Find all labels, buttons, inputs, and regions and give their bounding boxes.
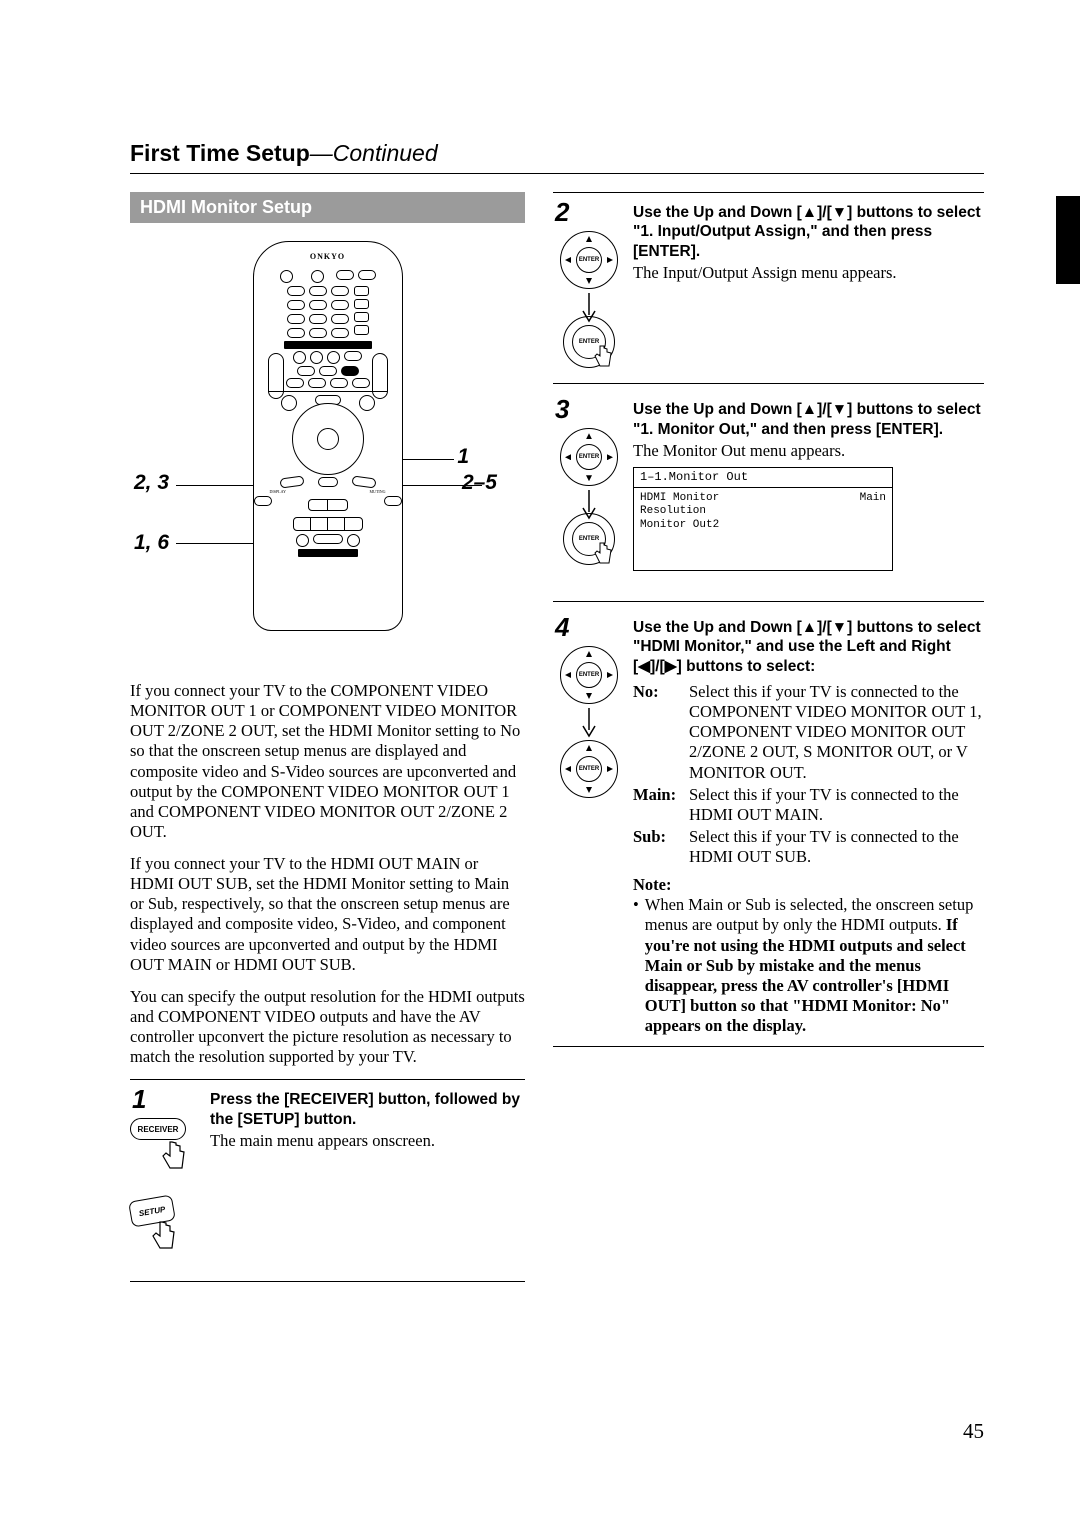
menu-title: 1–1.Monitor Out	[634, 468, 892, 488]
enter-press-icon: ENTER	[572, 522, 606, 556]
step-3-result: The Monitor Out menu appears.	[633, 441, 984, 461]
callout-1-6: 1, 6	[134, 531, 169, 555]
callout-1: 1	[457, 445, 469, 469]
intro-para-2: If you connect your TV to the HDMI OUT M…	[130, 854, 525, 975]
step-1: 1 RECEIVER SETUP Press the [RECEIVER] bu…	[130, 1079, 525, 1282]
side-tab	[1056, 196, 1080, 284]
option-main: Main: Select this if your TV is connecte…	[633, 785, 984, 825]
callout-line	[176, 485, 258, 486]
step-1-instruction: Press the [RECEIVER] button, followed by…	[210, 1090, 525, 1129]
option-desc: Select this if your TV is connected to t…	[689, 827, 984, 867]
step-1-icons: RECEIVER SETUP	[130, 1118, 202, 1254]
enter-icon: ENTER	[576, 247, 602, 273]
menu-row: Resolution	[640, 505, 886, 518]
enter-icon: ENTER	[576, 444, 602, 470]
header-rule	[130, 173, 984, 174]
dpad-icon: ENTER	[560, 231, 618, 289]
page-header: First Time Setup—Continued	[130, 140, 984, 167]
intro-para-1: If you connect your TV to the COMPONENT …	[130, 681, 525, 842]
step-4-number: 4	[555, 612, 569, 643]
menu-row: HDMI Monitor Main	[640, 492, 886, 505]
note-text-pre: When Main or Sub is selected, the onscre…	[645, 895, 974, 934]
step-2: 2 ENTER ENTER Use the Up and Down []/[] …	[553, 192, 984, 384]
callout-2-5: 2–5	[462, 471, 497, 495]
option-label: Main:	[633, 785, 676, 804]
content-columns: HDMI Monitor Setup 2, 3 1, 6 1 2–5 ONKYO	[130, 192, 984, 1288]
enter-icon: ENTER	[576, 756, 602, 782]
menu-row: Monitor Out2	[640, 519, 886, 532]
enter-icon: ENTER	[576, 662, 602, 688]
page: First Time Setup—Continued HDMI Monitor …	[0, 0, 1080, 1328]
menu-row-label: Monitor Out2	[640, 519, 719, 532]
step-4-instruction: Use the Up and Down []/[] buttons to sel…	[633, 618, 984, 676]
step-3: 3 ENTER ENTER Use the Up and Down []/[] …	[553, 390, 984, 602]
step-2-result: The Input/Output Assign menu appears.	[633, 263, 984, 283]
arrow-down-icon	[581, 708, 597, 738]
menu-row-value: Main	[860, 492, 886, 505]
option-list: No: Select this if your TV is connected …	[633, 682, 984, 867]
step-1-number: 1	[132, 1084, 146, 1115]
step-2-number: 2	[555, 197, 569, 228]
page-number: 45	[963, 1419, 984, 1444]
note-body: When Main or Sub is selected, the onscre…	[633, 895, 984, 1036]
hand-icon	[158, 1140, 188, 1174]
receiver-button-icon: RECEIVER	[130, 1118, 186, 1140]
menu-row-label: Resolution	[640, 505, 706, 518]
header-continued: —Continued	[310, 140, 438, 166]
monitor-out-menu: 1–1.Monitor Out HDMI Monitor Main Resolut…	[633, 467, 893, 571]
callout-2-3: 2, 3	[134, 471, 169, 495]
step-3-icons: ENTER ENTER	[553, 428, 625, 556]
step-3-instruction: Use the Up and Down []/[] buttons to sel…	[633, 400, 984, 439]
menu-row-label: HDMI Monitor	[640, 492, 719, 505]
remote-diagram: 2, 3 1, 6 1 2–5 ONKYO	[130, 241, 525, 661]
option-desc: Select this if your TV is connected to t…	[689, 785, 984, 825]
hand-icon	[591, 541, 613, 567]
remote-control-icon: ONKYO	[253, 241, 403, 631]
intro-para-3: You can specify the output resolution fo…	[130, 987, 525, 1068]
option-label: No:	[633, 682, 659, 701]
step-2-instruction: Use the Up and Down []/[] buttons to sel…	[633, 203, 984, 261]
bullet-icon	[633, 895, 639, 1036]
step-3-number: 3	[555, 394, 569, 425]
option-desc: Select this if your TV is connected to t…	[689, 682, 984, 783]
option-label: Sub:	[633, 827, 666, 846]
hand-icon	[148, 1220, 178, 1254]
remote-brand: ONKYO	[254, 252, 402, 261]
step-2-icons: ENTER ENTER	[553, 231, 625, 359]
option-no: No: Select this if your TV is connected …	[633, 682, 984, 783]
step-1-result: The main menu appears onscreen.	[210, 1131, 525, 1151]
right-column: 2 ENTER ENTER Use the Up and Down []/[] …	[553, 192, 984, 1288]
left-column: HDMI Monitor Setup 2, 3 1, 6 1 2–5 ONKYO	[130, 192, 525, 1288]
header-title: First Time Setup	[130, 140, 310, 166]
step-4-icons: ENTER ENTER	[553, 646, 625, 802]
dpad-icon: ENTER	[560, 646, 618, 704]
dpad-icon: ENTER	[560, 740, 618, 798]
section-title: HDMI Monitor Setup	[130, 192, 525, 223]
option-sub: Sub: Select this if your TV is connected…	[633, 827, 984, 867]
step-4: 4 ENTER ENTER Use the Up and Down []/[] …	[553, 608, 984, 1047]
dpad-icon: ENTER	[560, 428, 618, 486]
enter-press-icon: ENTER	[572, 325, 606, 359]
hand-icon	[591, 344, 613, 370]
note-heading: Note:	[633, 875, 984, 895]
